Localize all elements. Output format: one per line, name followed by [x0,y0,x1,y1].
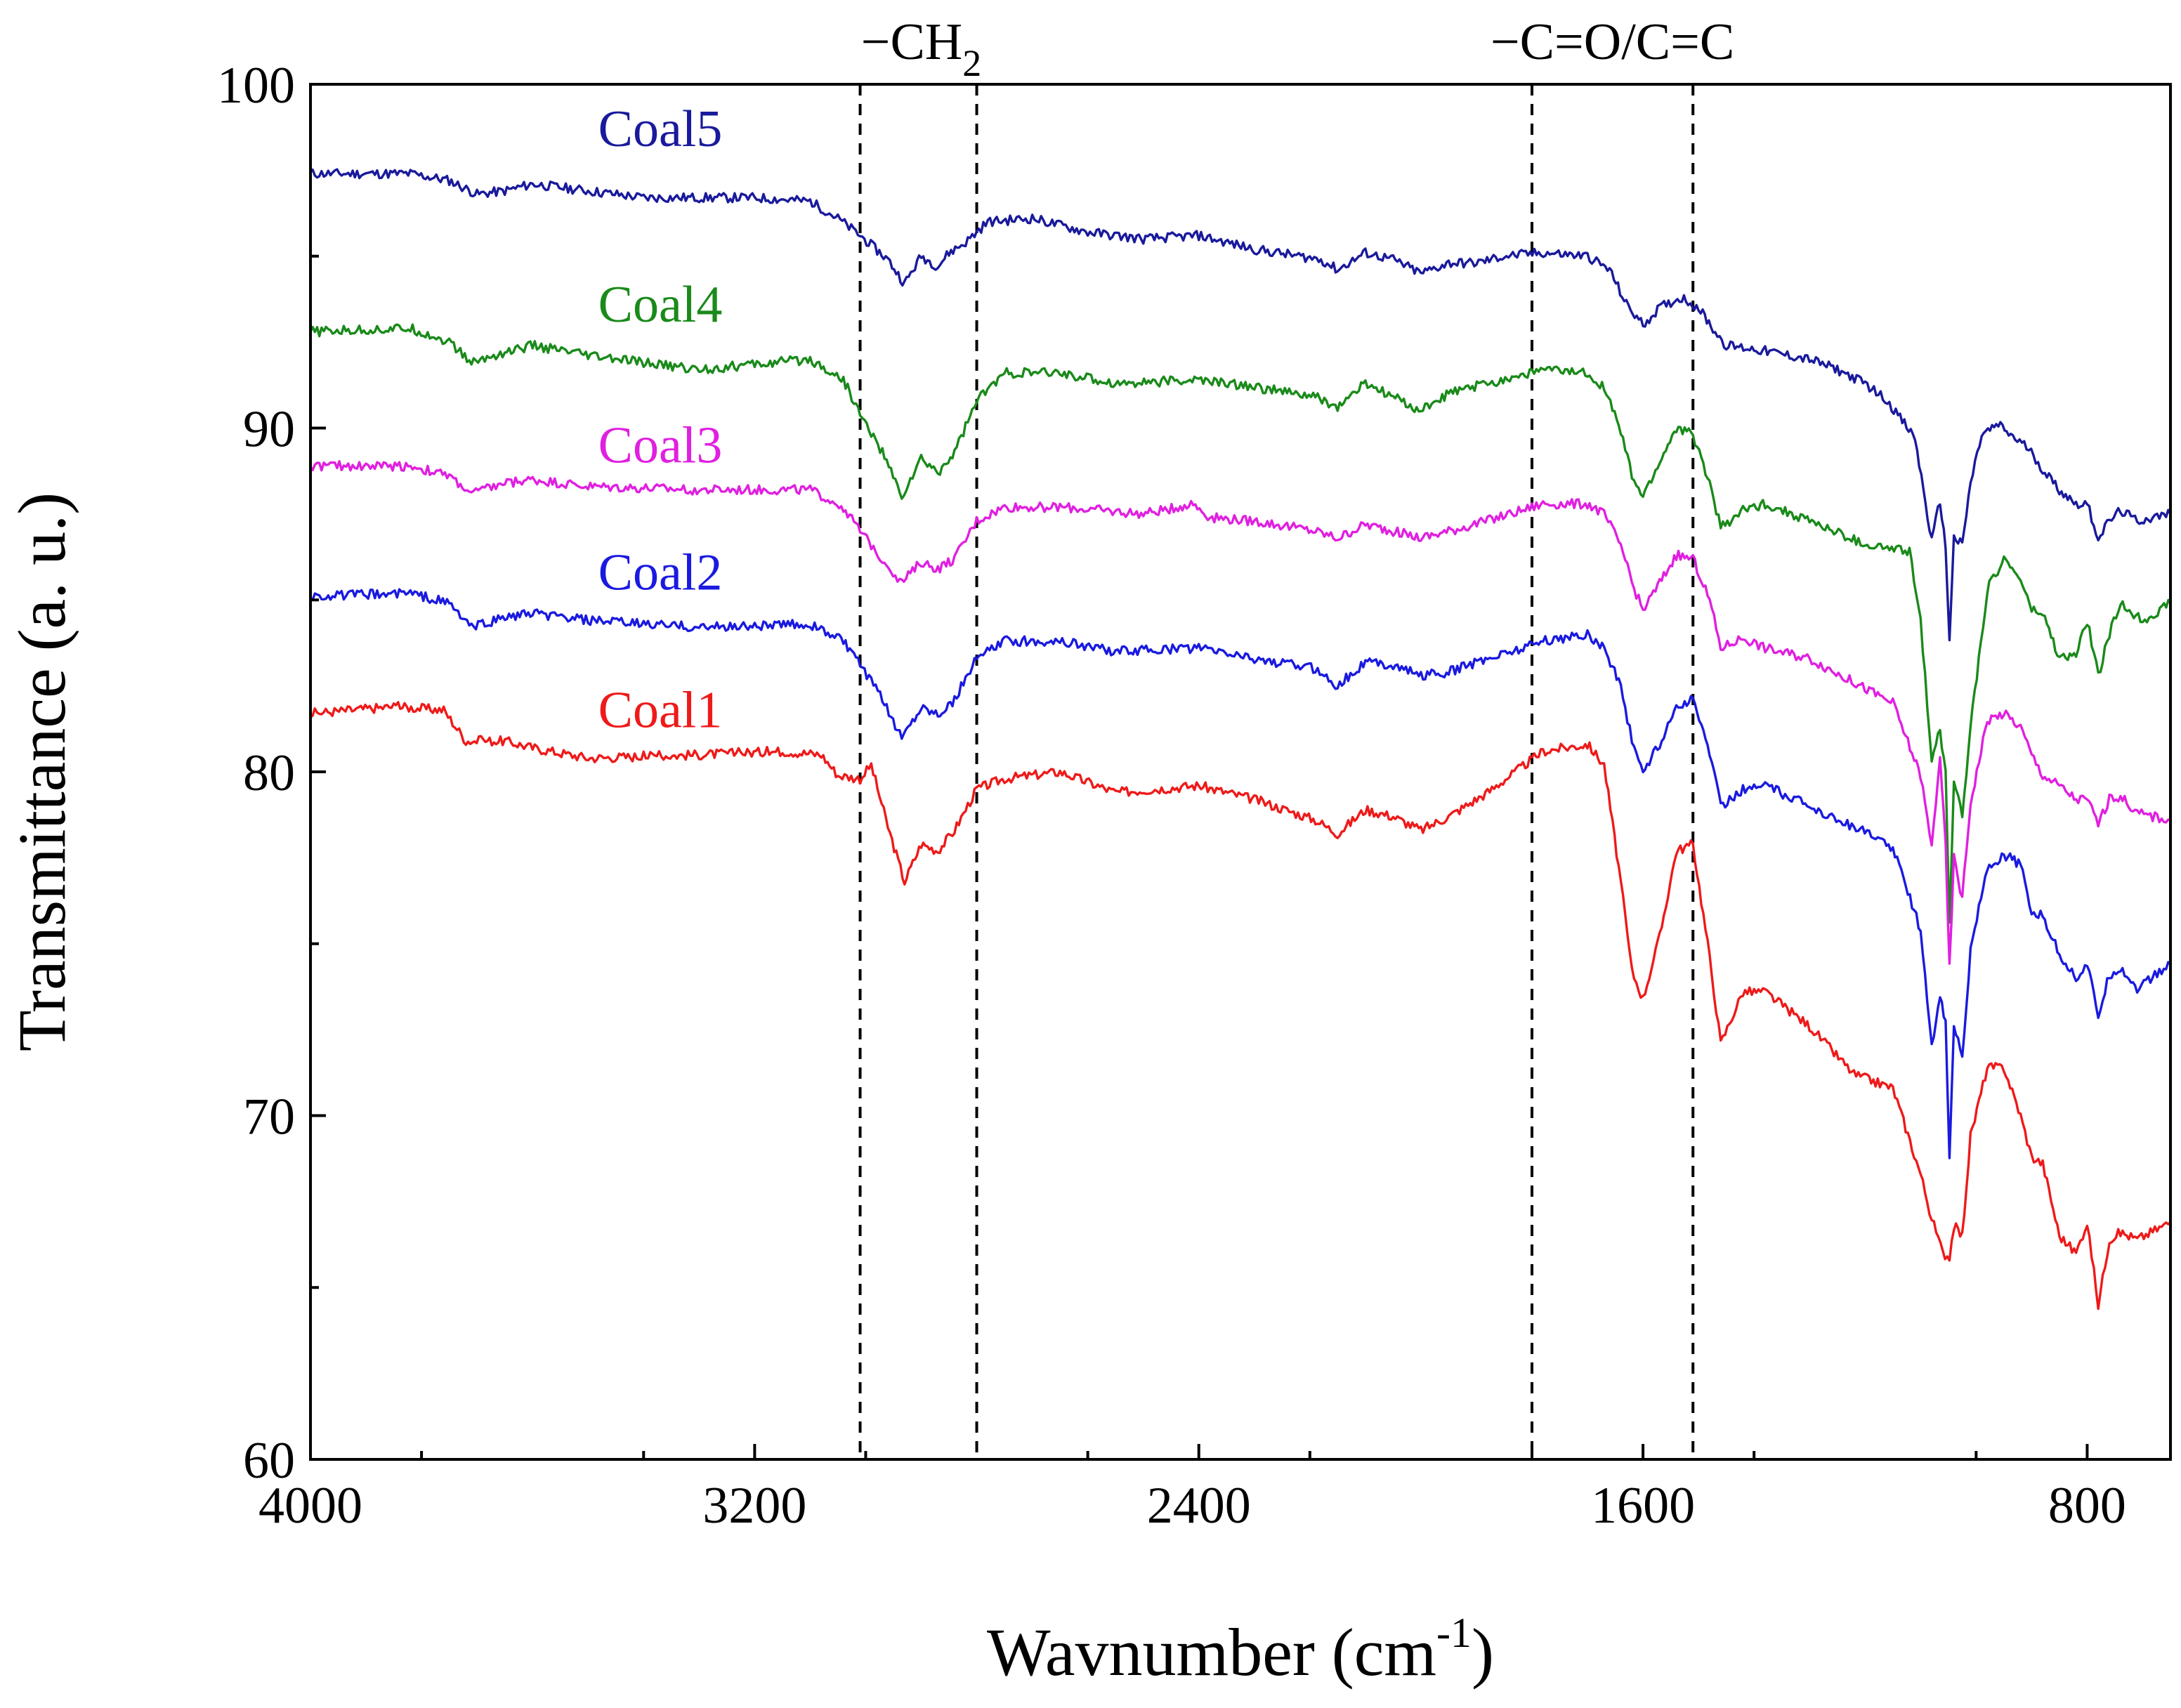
series-label-coal1: Coal1 [598,681,723,739]
y-tick-label: 100 [217,57,295,114]
y-tick-label: 90 [243,401,295,459]
annotation-text: −CH [861,13,963,71]
y-axis-title: Transmittance (a. u.) [4,492,79,1051]
x-axis-title-sup: -1 [1436,1610,1472,1656]
series-label-coal4: Coal4 [598,276,723,334]
series-layer [309,168,2172,1310]
x-axis: 4000 3200 2400 1600 800 [258,1444,2126,1535]
reference-lines [858,84,1695,1459]
series-line-coal5 [309,168,2172,642]
annotation-co-cc: −C=O/C=C [1491,13,1734,71]
annotation-ch2: −CH2 [861,13,982,84]
x-tick-label: 4000 [258,1477,362,1535]
x-axis-title-tail: ) [1472,1615,1494,1690]
x-tick-label: 2400 [1147,1477,1251,1535]
y-tick-label: 60 [243,1432,295,1490]
x-axis-title-main: Wavnumber (cm [987,1615,1436,1690]
series-label-coal2: Coal2 [598,544,723,602]
plot-frame [309,83,2172,1461]
annotation-text: −C=O/C=C [1491,13,1734,71]
series-line-coal4 [309,323,2172,924]
x-tick-label: 1600 [1591,1477,1695,1535]
series-labels: Coal5 Coal4 Coal3 Coal2 Coal1 [598,100,723,739]
series-line-coal3 [309,460,2171,965]
x-axis-title: Wavnumber (cm-1) [987,1610,1494,1690]
x-tick-label: 3200 [702,1477,806,1535]
y-tick-label: 80 [243,744,295,802]
y-axis: 60 70 80 90 100 [217,57,326,1490]
annotation-subscript: 2 [962,42,981,84]
x-tick-label: 800 [2048,1477,2126,1535]
y-tick-label: 70 [243,1089,295,1146]
series-line-coal1 [310,701,2172,1310]
series-label-coal5: Coal5 [598,100,723,158]
annotations: −CH2 −C=O/C=C [861,13,1735,84]
series-label-coal3: Coal3 [598,416,723,474]
series-line-coal2 [310,588,2172,1160]
